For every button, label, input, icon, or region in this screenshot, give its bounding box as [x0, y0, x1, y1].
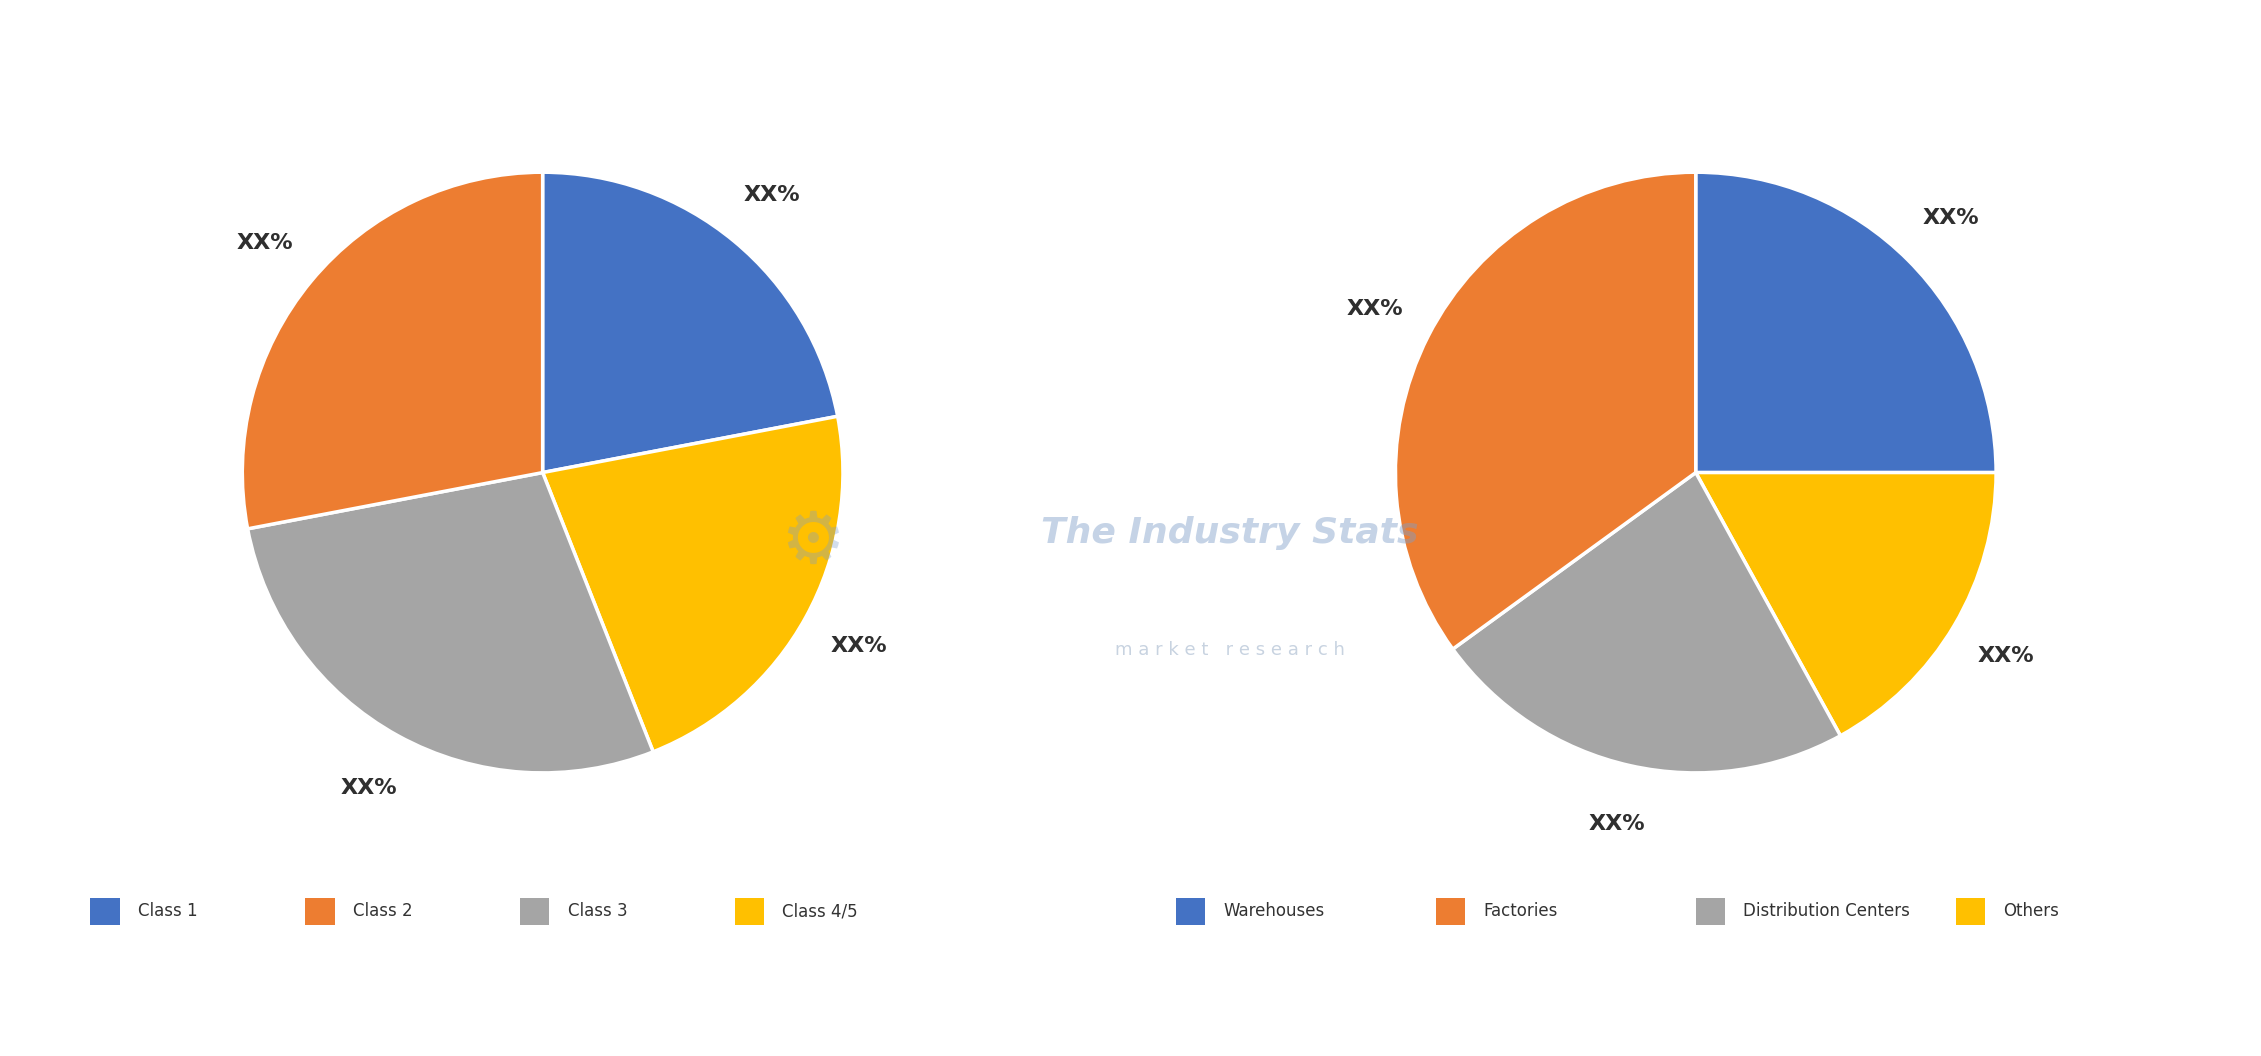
Text: The Industry Stats: The Industry Stats: [1042, 516, 1418, 550]
Wedge shape: [249, 472, 653, 773]
Text: Class 1: Class 1: [138, 902, 197, 921]
Text: Class 4/5: Class 4/5: [782, 902, 857, 921]
Text: Class 2: Class 2: [353, 902, 412, 921]
Text: Class 3: Class 3: [568, 902, 626, 921]
Text: ⚙: ⚙: [780, 508, 846, 578]
Text: XX%: XX%: [744, 185, 800, 205]
Bar: [735, 898, 764, 925]
Text: XX%: XX%: [1978, 646, 2035, 666]
Text: XX%: XX%: [1345, 299, 1404, 319]
Text: Fig. Global Truck-Mounted Forklift Market Share by Product Types & Application: Fig. Global Truck-Mounted Forklift Marke…: [27, 34, 1345, 61]
Wedge shape: [543, 172, 837, 472]
Text: XX%: XX%: [237, 232, 294, 252]
Text: Distribution Centers: Distribution Centers: [1743, 902, 1911, 921]
Wedge shape: [242, 172, 543, 529]
Bar: [305, 898, 335, 925]
Wedge shape: [1454, 472, 1840, 773]
Text: Email: sales@theindustrystats.com: Email: sales@theindustrystats.com: [952, 1001, 1309, 1019]
Wedge shape: [1696, 472, 1996, 736]
Text: XX%: XX%: [1589, 814, 1646, 834]
Bar: [90, 898, 120, 925]
Bar: [1956, 898, 1985, 925]
Wedge shape: [1696, 172, 1996, 472]
Text: XX%: XX%: [1922, 208, 1978, 228]
Wedge shape: [543, 416, 843, 752]
Bar: [1696, 898, 1725, 925]
Text: m a r k e t   r e s e a r c h: m a r k e t r e s e a r c h: [1115, 641, 1345, 660]
Text: XX%: XX%: [830, 636, 886, 656]
Wedge shape: [1395, 172, 1696, 649]
Text: Warehouses: Warehouses: [1223, 902, 1325, 921]
Text: Others: Others: [2003, 902, 2060, 921]
Text: Factories: Factories: [1483, 902, 1558, 921]
Text: XX%: XX%: [341, 778, 398, 798]
Bar: [1436, 898, 1465, 925]
Text: Website: www.theindustrystats.com: Website: www.theindustrystats.com: [1859, 1001, 2227, 1019]
Text: Source: Theindustrystats Analysis: Source: Theindustrystats Analysis: [34, 1001, 380, 1019]
Bar: [520, 898, 549, 925]
Bar: [1176, 898, 1205, 925]
